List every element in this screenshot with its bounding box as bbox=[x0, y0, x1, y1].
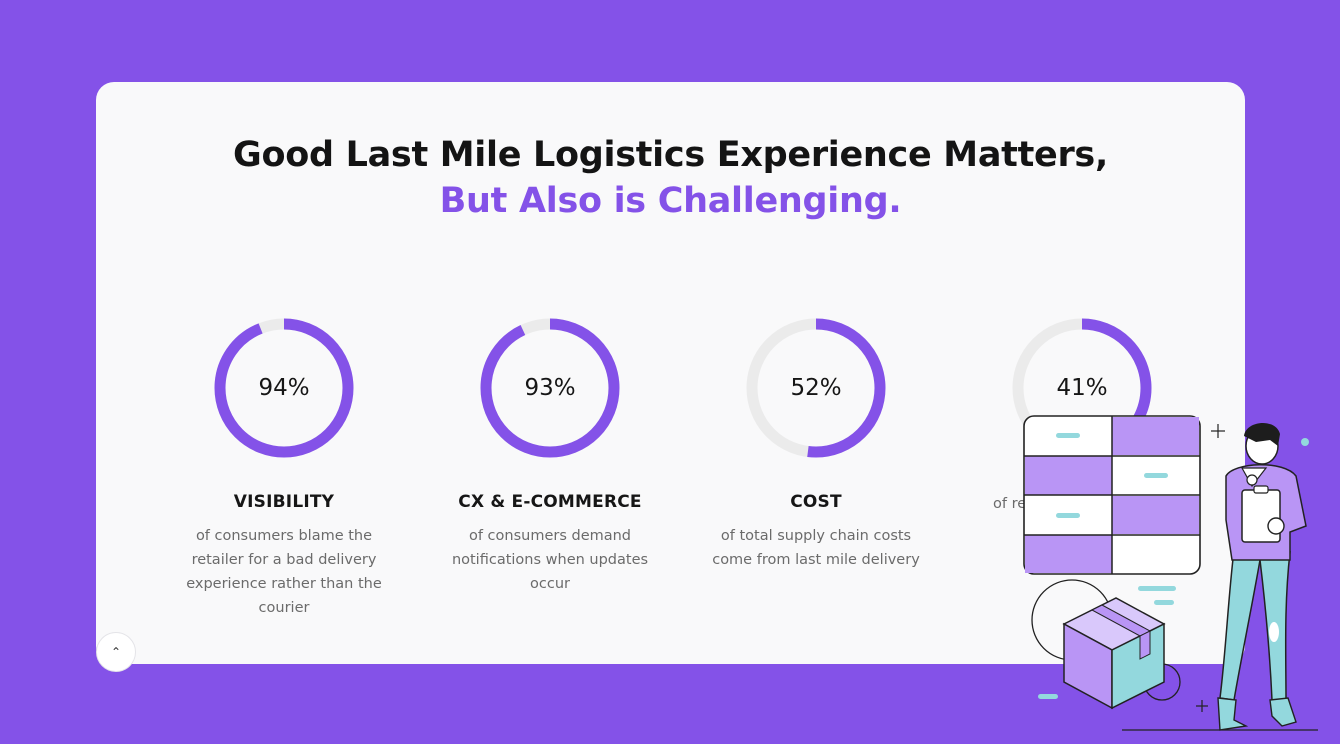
stat-title: COST bbox=[790, 492, 842, 512]
progress-ring-graphic bbox=[480, 318, 620, 458]
progress-ring-graphic bbox=[746, 318, 886, 458]
description-line: experience rather than the bbox=[186, 576, 382, 592]
stat-visibility: 94% VISIBILITY of consumers blame the re… bbox=[169, 316, 399, 620]
description-line: come from last mile delivery bbox=[712, 552, 920, 568]
stat-description: of total supply chain costs come from la… bbox=[701, 524, 931, 572]
description-line: retailer for a bad delivery bbox=[191, 552, 377, 568]
description-line: of consumers demand bbox=[468, 528, 632, 544]
percent-value: 93% bbox=[524, 375, 576, 401]
stat-description: of consumers blame the retailer for a ba… bbox=[169, 524, 399, 620]
content-card: Good Last Mile Logistics Experience Matt… bbox=[96, 82, 1245, 664]
percent-value: 52% bbox=[790, 375, 842, 401]
speed-line bbox=[1138, 586, 1176, 591]
page-heading: Good Last Mile Logistics Experience Matt… bbox=[96, 132, 1245, 224]
shelf-icon bbox=[1023, 415, 1201, 575]
stat-description: of consumers demand notifications when u… bbox=[435, 524, 665, 596]
stat-cost: 52% COST of total supply chain costs com… bbox=[701, 316, 931, 572]
delivery-worker-illustration bbox=[1023, 415, 1318, 731]
progress-ring: 93% bbox=[478, 316, 622, 460]
ring-progress bbox=[214, 318, 354, 458]
description-line: occur bbox=[530, 576, 570, 592]
percent-value: 94% bbox=[258, 375, 310, 401]
stat-title: CX & E-COMMERCE bbox=[458, 492, 642, 512]
speed-line bbox=[1038, 694, 1058, 699]
dot-decoration bbox=[1301, 438, 1309, 446]
scroll-to-top-button[interactable]: ⌃ bbox=[96, 632, 136, 672]
ring-progress bbox=[480, 318, 620, 458]
stat-title: VISIBILITY bbox=[233, 492, 335, 512]
description-line: courier bbox=[258, 600, 310, 616]
description-line: of total supply chain costs bbox=[720, 528, 912, 544]
delivery-person-icon bbox=[1217, 422, 1307, 731]
chevron-up-icon: ⌃ bbox=[110, 645, 122, 659]
stat-cx-ecommerce: 93% CX & E-COMMERCE of consumers demand … bbox=[435, 316, 665, 596]
heading-line-2: But Also is Challenging. bbox=[439, 181, 902, 221]
progress-ring: 52% bbox=[744, 316, 888, 460]
parcel-box-icon bbox=[1062, 597, 1166, 710]
progress-ring-graphic bbox=[214, 318, 354, 458]
progress-ring: 94% bbox=[212, 316, 356, 460]
sparkle-icon bbox=[1196, 424, 1225, 712]
speed-line bbox=[1154, 600, 1174, 605]
heading-line-1: Good Last Mile Logistics Experience Matt… bbox=[233, 135, 1108, 175]
description-line: of consumers blame the bbox=[195, 528, 373, 544]
percent-value: 41% bbox=[1056, 375, 1108, 401]
ring-progress bbox=[746, 318, 886, 458]
ring-progress bbox=[1012, 318, 1152, 458]
description-line: notifications when updates bbox=[451, 552, 649, 568]
